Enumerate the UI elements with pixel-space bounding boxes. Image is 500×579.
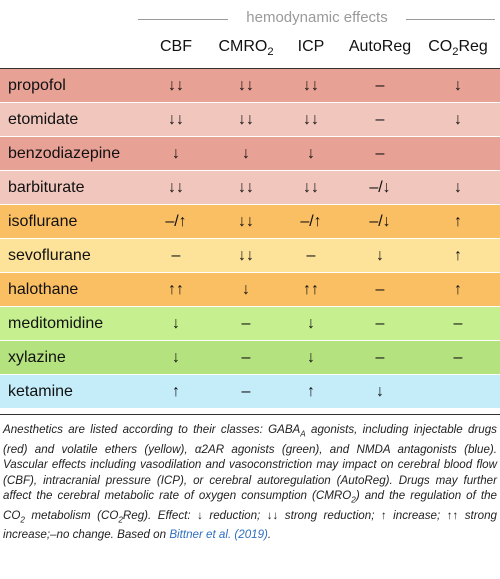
- cbf-cell: –/↑: [138, 205, 214, 239]
- group-header-label: hemodynamic effects: [246, 9, 388, 26]
- drug-name-cell: etomidate: [0, 103, 138, 137]
- icp-cell: ↑↑: [278, 273, 344, 307]
- effects-table: propofol ↓↓ ↓↓ ↓↓ – ↓ etomidate ↓↓ ↓↓ ↓↓ – ↓ benzodi…: [0, 69, 500, 409]
- icp-cell: –: [278, 239, 344, 273]
- cmro2-cell: ↓↓: [214, 69, 278, 103]
- drug-name-cell: xylazine: [0, 341, 138, 375]
- table-row: barbiturate ↓↓ ↓↓ ↓↓ –/↓ ↓: [0, 171, 500, 205]
- table-row: meditomidine ↓ – ↓ – –: [0, 307, 500, 341]
- co2reg-cell: –: [416, 307, 500, 341]
- autoreg-cell: –/↓: [344, 171, 416, 205]
- cbf-cell: ↓: [138, 137, 214, 171]
- cbf-cell: ↓↓: [138, 171, 214, 205]
- co2reg-cell: ↓: [416, 103, 500, 137]
- co2reg-cell: ↑: [416, 239, 500, 273]
- co2reg-cell: ↓: [416, 69, 500, 103]
- cbf-cell: ↓↓: [138, 103, 214, 137]
- cbf-cell: –: [138, 239, 214, 273]
- drug-name-cell: halothane: [0, 273, 138, 307]
- table-row: isoflurane –/↑ ↓↓ –/↑ –/↓ ↑: [0, 205, 500, 239]
- cmro2-cell: ↓↓: [214, 205, 278, 239]
- cmro2-cell: ↓↓: [214, 103, 278, 137]
- cbf-cell: ↓: [138, 341, 214, 375]
- drug-name-cell: meditomidine: [0, 307, 138, 341]
- co2reg-cell: ↑: [416, 273, 500, 307]
- autoreg-cell: –: [344, 341, 416, 375]
- cmro2-cell: ↓↓: [214, 171, 278, 205]
- cmro2-cell: –: [214, 341, 278, 375]
- drug-name-cell: propofol: [0, 69, 138, 103]
- column-headers: CBF CMRO2 ICP AutoReg CO2Reg: [0, 38, 500, 64]
- column-header-icp: ICP: [297, 38, 325, 55]
- drug-name-cell: barbiturate: [0, 171, 138, 205]
- table-row: sevoflurane – ↓↓ – ↓ ↑: [0, 239, 500, 273]
- table-row: ketamine ↑ – ↑ ↓: [0, 375, 500, 409]
- table-row: etomidate ↓↓ ↓↓ ↓↓ – ↓: [0, 103, 500, 137]
- table-top-rule: [0, 68, 500, 69]
- table-row: benzodiazepine ↓ ↓ ↓ –: [0, 137, 500, 171]
- citation-link[interactable]: Bittner et al. (2019): [169, 528, 268, 542]
- icp-cell: ↓: [278, 307, 344, 341]
- autoreg-cell: –: [344, 307, 416, 341]
- autoreg-cell: –: [344, 137, 416, 171]
- autoreg-cell: ↓: [344, 239, 416, 273]
- cmro2-cell: –: [214, 375, 278, 409]
- icp-cell: ↑: [278, 375, 344, 409]
- table-bottom-rule: [0, 414, 500, 415]
- table-row: xylazine ↓ – ↓ – –: [0, 341, 500, 375]
- autoreg-cell: –: [344, 273, 416, 307]
- co2reg-cell: –: [416, 341, 500, 375]
- co2reg-cell: ↑: [416, 205, 500, 239]
- autoreg-cell: –: [344, 103, 416, 137]
- icp-cell: ↓↓: [278, 171, 344, 205]
- cmro2-cell: –: [214, 307, 278, 341]
- drug-name-cell: isoflurane: [0, 205, 138, 239]
- cbf-cell: ↓: [138, 307, 214, 341]
- column-header-autoreg: AutoReg: [348, 38, 412, 55]
- group-header-rule-right: [406, 19, 495, 20]
- table-body: propofol ↓↓ ↓↓ ↓↓ – ↓ etomidate ↓↓ ↓↓ ↓↓ – ↓ benzodi…: [0, 69, 500, 409]
- column-header-cbf: CBF: [160, 38, 192, 55]
- drug-name-cell: benzodiazepine: [0, 137, 138, 171]
- column-header-cmro2: CMRO2: [218, 38, 274, 59]
- group-header: hemodynamic effects: [138, 8, 495, 30]
- icp-cell: ↓↓: [278, 103, 344, 137]
- icp-cell: ↓: [278, 137, 344, 171]
- cbf-cell: ↑: [138, 375, 214, 409]
- co2reg-cell: [416, 137, 500, 171]
- cmro2-cell: ↓: [214, 137, 278, 171]
- drug-name-cell: ketamine: [0, 375, 138, 409]
- table-row: propofol ↓↓ ↓↓ ↓↓ – ↓: [0, 69, 500, 103]
- drug-name-cell: sevoflurane: [0, 239, 138, 273]
- table-row: halothane ↑↑ ↓ ↑↑ – ↑: [0, 273, 500, 307]
- icp-cell: –/↑: [278, 205, 344, 239]
- table-caption: Anesthetics are listed according to thei…: [3, 423, 498, 542]
- cbf-cell: ↑↑: [138, 273, 214, 307]
- icp-cell: ↓↓: [278, 69, 344, 103]
- cmro2-cell: ↓↓: [214, 239, 278, 273]
- cbf-cell: ↓↓: [138, 69, 214, 103]
- autoreg-cell: –: [344, 69, 416, 103]
- cmro2-cell: ↓: [214, 273, 278, 307]
- icp-cell: ↓: [278, 341, 344, 375]
- column-header-co2reg: CO2Reg: [428, 38, 488, 59]
- autoreg-cell: ↓: [344, 375, 416, 409]
- autoreg-cell: –/↓: [344, 205, 416, 239]
- co2reg-cell: [416, 375, 500, 409]
- co2reg-cell: ↓: [416, 171, 500, 205]
- group-header-rule-left: [138, 19, 228, 20]
